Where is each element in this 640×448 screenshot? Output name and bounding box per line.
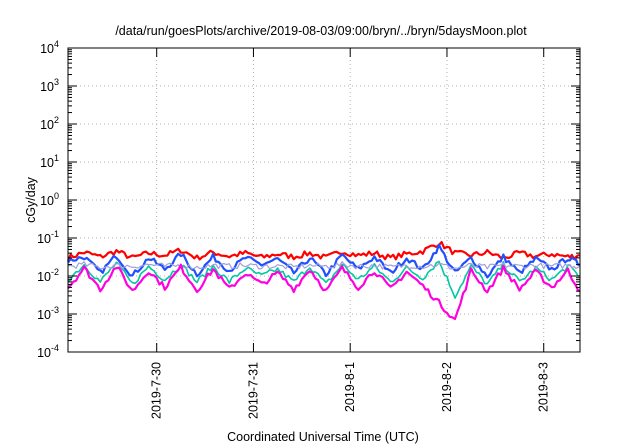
- y-tick-label: 10-3: [37, 305, 59, 322]
- x-tick-label: 2019-8-3: [537, 362, 551, 412]
- x-axis-label: Coordinated Universal Time (UTC): [227, 430, 419, 444]
- y-tick-label: 102: [40, 115, 59, 132]
- x-tick-label: 2019-7-30: [150, 362, 164, 419]
- series-lines: [66, 241, 581, 320]
- series-line: [67, 243, 581, 279]
- chart-title: /data/run/goesPlots/archive/2019-08-03/0…: [115, 24, 527, 38]
- y-tick-label: 101: [40, 153, 59, 170]
- y-tick-label: 10-2: [37, 267, 59, 284]
- x-tick-label: 2019-8-1: [343, 362, 357, 412]
- series-line: [66, 241, 580, 262]
- series-line: [67, 260, 580, 299]
- series-line: [67, 263, 581, 320]
- series-line: [67, 261, 581, 270]
- y-tick-label: 103: [40, 77, 59, 94]
- tick-labels: 10-4 10-3 10-2 10-1 100 101 102 103 104 2019-7-30…: [37, 39, 551, 419]
- grid: [68, 48, 580, 352]
- y-tick-label: 10-1: [37, 229, 59, 246]
- y-tick-label: 100: [40, 191, 59, 208]
- y-axis-label: cGy/day: [24, 176, 38, 223]
- ticks: [68, 47, 580, 353]
- y-tick-label: 10-4: [37, 343, 59, 360]
- x-tick-label: 2019-8-2: [440, 362, 454, 412]
- y-tick-label: 104: [40, 39, 59, 56]
- x-tick-label: 2019-7-31: [246, 362, 260, 419]
